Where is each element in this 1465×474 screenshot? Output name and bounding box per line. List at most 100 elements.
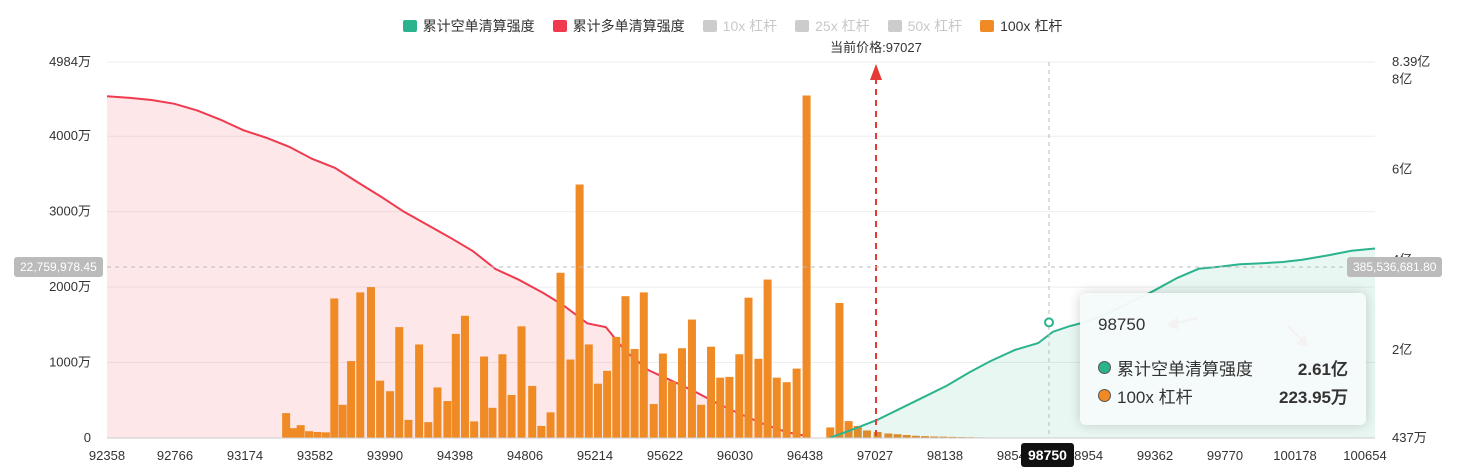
- bar-100x: [697, 404, 706, 438]
- legend-item-1[interactable]: 累计多单清算强度: [552, 16, 685, 36]
- bar-100x: [507, 394, 516, 438]
- legend-swatch-icon: [980, 20, 995, 32]
- bar-100x: [282, 413, 291, 438]
- bar-100x: [862, 430, 871, 438]
- x-axis-tick: 96438: [787, 448, 823, 463]
- left-axis-tick: 4000万: [49, 128, 91, 143]
- current-price-label: 当前价格:97027: [830, 40, 922, 55]
- left-axis-tick: 1000万: [49, 355, 91, 370]
- tooltip-value: 2.61亿: [1297, 360, 1348, 379]
- bar-100x: [451, 333, 460, 438]
- bar-100x: [621, 296, 630, 438]
- x-axis-tick: 93174: [227, 448, 263, 463]
- x-axis-tick: 94806: [507, 448, 543, 463]
- bar-100x: [498, 354, 507, 438]
- bar-100x: [488, 407, 497, 438]
- bar-100x: [844, 421, 853, 438]
- bar-100x: [678, 348, 687, 438]
- crosshair-x-badge: 98750: [1021, 443, 1074, 467]
- bar-100x: [480, 356, 489, 438]
- tooltip-name: 100x 杠杆: [1117, 388, 1193, 407]
- bar-100x: [517, 326, 526, 438]
- bar-100x: [305, 431, 314, 438]
- tooltip-name: 累计空单清算强度: [1117, 360, 1253, 379]
- bar-100x: [792, 368, 801, 438]
- bar-100x: [902, 434, 911, 438]
- bar-100x: [658, 353, 667, 438]
- bar-100x: [948, 436, 957, 438]
- legend-swatch-icon: [887, 20, 902, 32]
- bar-100x: [424, 422, 433, 438]
- legend-label: 100x 杠杆: [1000, 18, 1063, 34]
- x-axis-tick: 95214: [577, 448, 613, 463]
- x-axis-tick: 97027: [857, 448, 893, 463]
- left-axis-tick: 4984万: [49, 54, 91, 69]
- bar-100x: [330, 298, 339, 438]
- bar-100x: [443, 401, 452, 438]
- tooltip-dot-100x-icon: [1098, 389, 1111, 402]
- legend-item-4[interactable]: 50x 杠杆: [887, 16, 963, 36]
- legend-item-2[interactable]: 10x 杠杆: [702, 16, 778, 36]
- left-axis-tick: 2000万: [49, 279, 91, 294]
- crosshair-y-right-badge: 385,536,681.80: [1347, 257, 1443, 277]
- x-axis-tick: 98954: [1067, 448, 1103, 463]
- tooltip-title: 98750: [1098, 315, 1146, 334]
- right-axis-tick: 437万: [1392, 430, 1427, 445]
- bar-100x: [593, 383, 602, 438]
- left-axis-tick: 3000万: [49, 204, 91, 219]
- bar-100x: [687, 319, 696, 438]
- bar-100x: [763, 279, 772, 438]
- bar-100x: [528, 385, 537, 438]
- legend-item-0[interactable]: 累计空单清算强度: [402, 16, 535, 36]
- legend-swatch-icon: [795, 20, 810, 32]
- x-axis-tick: 94398: [437, 448, 473, 463]
- x-axis-tick: 95622: [647, 448, 683, 463]
- bar-100x: [470, 421, 479, 438]
- bar-100x: [911, 435, 920, 438]
- legend-item-3[interactable]: 25x 杠杆: [795, 16, 870, 36]
- bar-100x: [460, 315, 469, 438]
- bar-100x: [603, 370, 612, 438]
- bar-100x: [716, 377, 725, 438]
- bar-100x: [356, 292, 365, 438]
- long-liquidation-area: [107, 96, 809, 439]
- legend-swatch-icon: [552, 20, 567, 32]
- bar-100x: [433, 387, 442, 438]
- bar-100x: [707, 346, 716, 438]
- legend-label: 50x 杠杆: [907, 18, 963, 34]
- x-axis-tick: 93582: [297, 448, 333, 463]
- bar-100x: [338, 404, 347, 438]
- bar-100x: [826, 427, 835, 438]
- bar-100x: [835, 302, 844, 438]
- legend-label: 累计多单清算强度: [572, 18, 685, 34]
- legend-swatch-icon: [402, 20, 417, 32]
- bar-100x: [893, 434, 902, 438]
- x-axis-tick: 99362: [1137, 448, 1173, 463]
- legend-item-5[interactable]: 100x 杠杆: [980, 16, 1062, 36]
- x-axis-tick: 92358: [89, 448, 125, 463]
- right-axis-tick: 2亿: [1392, 342, 1412, 357]
- legend-swatch-icon: [702, 20, 717, 32]
- left-axis-tick: 0: [84, 430, 91, 445]
- right-axis-tick: 8亿: [1392, 72, 1412, 87]
- bar-100x: [537, 425, 546, 438]
- bar-100x: [566, 359, 575, 438]
- legend-label: 10x 杠杆: [722, 18, 778, 34]
- x-axis-tick: 93990: [367, 448, 403, 463]
- bar-100x: [546, 412, 555, 438]
- bar-100x: [289, 428, 298, 438]
- current-price-arrow-icon: [870, 64, 882, 80]
- x-axis-tick: 98138: [927, 448, 963, 463]
- tooltip: 98750 累计空单清算强度 2.61亿 100x 杠杆 223.95万: [1080, 293, 1366, 425]
- bar-100x: [649, 404, 658, 438]
- bar-100x: [386, 391, 395, 438]
- bar-100x: [772, 377, 781, 438]
- tooltip-row-100x: 100x 杠杆 223.95万: [1098, 383, 1348, 408]
- bar-100x: [735, 354, 744, 438]
- bar-100x: [313, 431, 322, 438]
- bar-100x: [347, 361, 356, 438]
- bar-100x: [930, 436, 939, 438]
- x-axis-tick: 99770: [1207, 448, 1243, 463]
- bar-100x: [639, 292, 648, 438]
- crosshair-point: [1044, 317, 1054, 328]
